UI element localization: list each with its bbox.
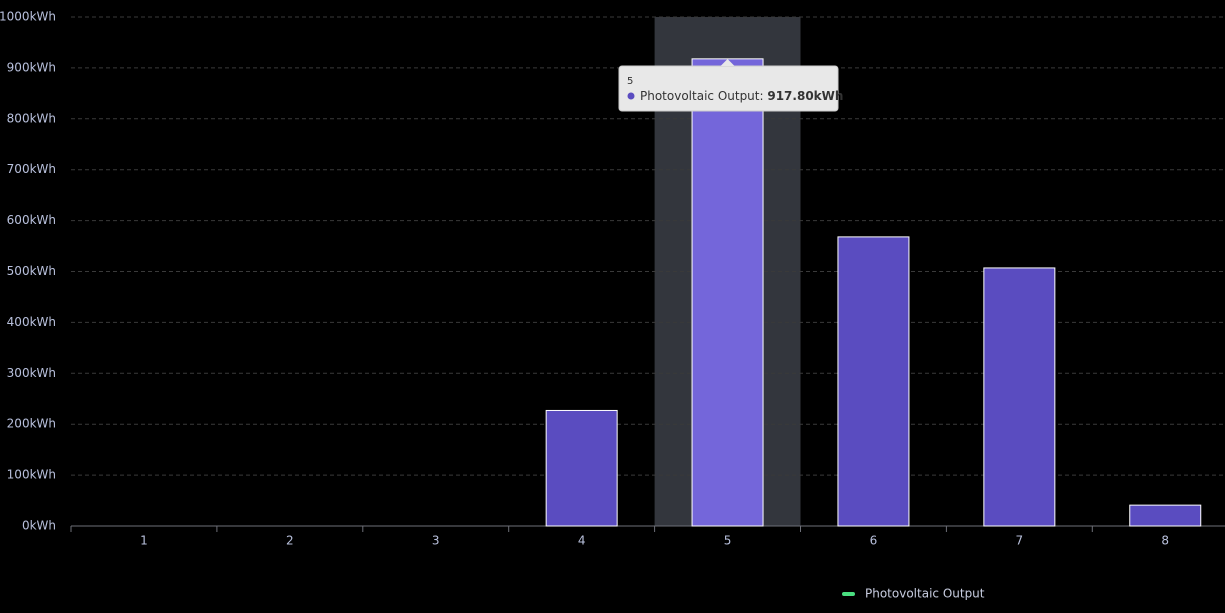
tooltip-dot bbox=[627, 92, 635, 100]
y-tick-label: 100kWh bbox=[7, 468, 56, 482]
tooltip-text: Photovoltaic Output: 917.80kWh bbox=[640, 89, 843, 103]
x-tick-label: 8 bbox=[1161, 534, 1169, 548]
y-tick-label: 300kWh bbox=[7, 366, 56, 380]
x-tick-label: 5 bbox=[724, 534, 732, 548]
legend-label: Photovoltaic Output bbox=[865, 587, 985, 601]
bar bbox=[837, 236, 910, 527]
y-tick-label: 700kWh bbox=[7, 162, 56, 176]
bar bbox=[691, 58, 764, 527]
bar bbox=[1129, 504, 1202, 527]
y-tick-label: 500kWh bbox=[7, 264, 56, 278]
y-tick-label: 900kWh bbox=[7, 60, 56, 74]
tooltip-sep: : bbox=[760, 89, 768, 103]
x-tick-label: 2 bbox=[286, 534, 294, 548]
y-tick-label: 800kWh bbox=[7, 111, 56, 125]
tooltip-series: Photovoltaic Output bbox=[640, 89, 760, 103]
y-tick-label: 400kWh bbox=[7, 315, 56, 329]
bar bbox=[545, 409, 618, 527]
x-tick-label: 3 bbox=[432, 534, 440, 548]
legend-marker bbox=[842, 592, 855, 596]
y-tick-label: 200kWh bbox=[7, 417, 56, 431]
y-tick-label: 600kWh bbox=[7, 213, 56, 227]
bar bbox=[983, 267, 1056, 527]
tooltip-category: 5 bbox=[627, 76, 633, 87]
x-tick-label: 7 bbox=[1016, 534, 1024, 548]
tooltip-value: 917.80kWh bbox=[767, 89, 843, 103]
y-tick-label: 0kWh bbox=[22, 519, 56, 533]
tooltip-arrow bbox=[720, 59, 735, 66]
x-tick-label: 4 bbox=[578, 534, 586, 548]
tooltip: 5 Photovoltaic Output: 917.80kWh bbox=[618, 59, 843, 112]
x-tick-label: 1 bbox=[140, 534, 148, 548]
x-tick-label: 6 bbox=[870, 534, 878, 548]
y-tick-label: 1000kWh bbox=[0, 10, 56, 24]
